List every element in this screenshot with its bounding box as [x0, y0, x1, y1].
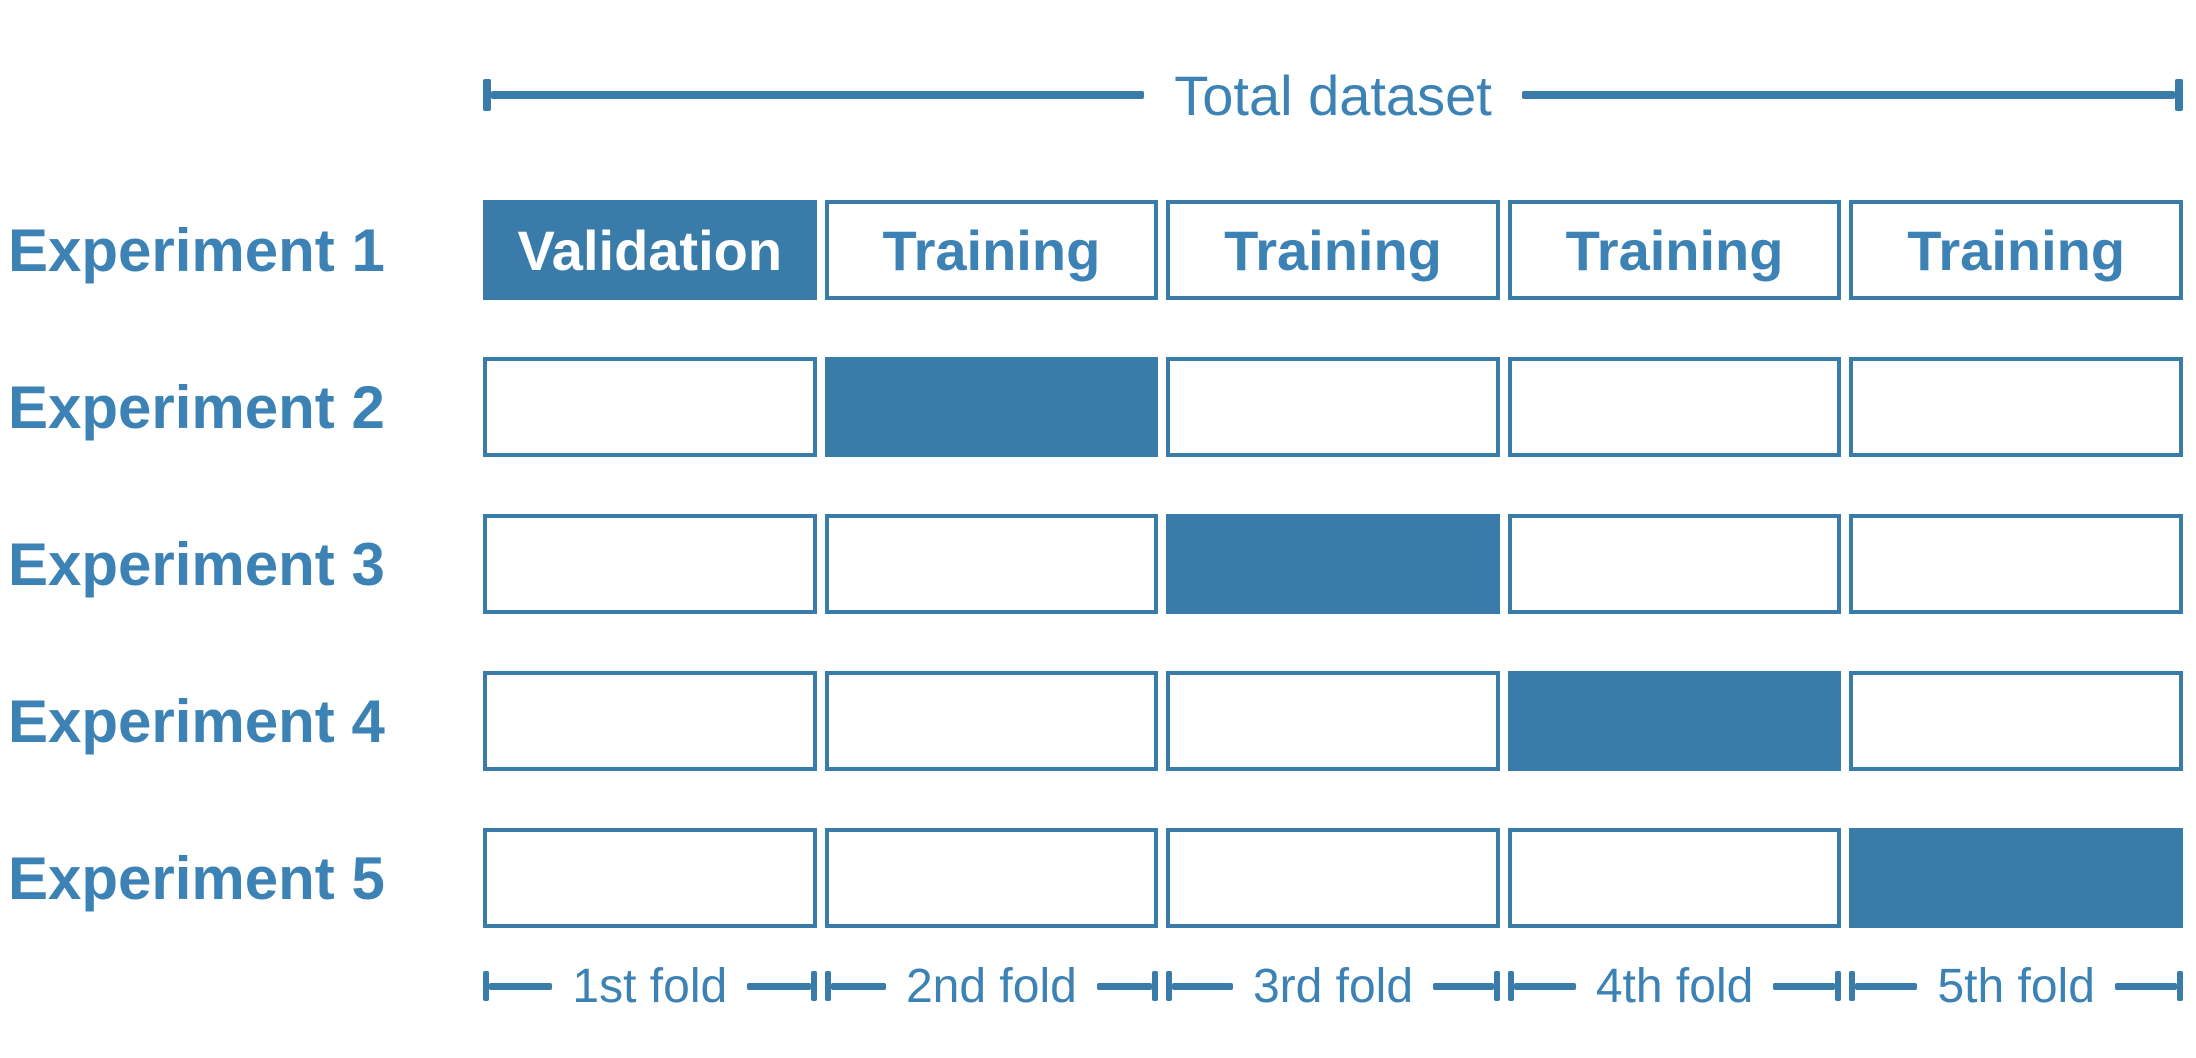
- fold-box: [483, 357, 817, 457]
- experiment-1-boxes: Validation Training Training Training Tr…: [483, 200, 2183, 300]
- total-dataset-label: Total dataset: [1174, 63, 1492, 127]
- fold-label-3: 3rd fold: [1252, 959, 1414, 1013]
- box-label: Training: [1565, 218, 1784, 282]
- fold-box: [1849, 828, 2183, 928]
- bracket-left-tick: [483, 79, 491, 111]
- fold-axis: 1st fold 2nd fold 3rd fold 4th fold: [483, 950, 2183, 1022]
- experiment-row-3: Experiment 3: [0, 514, 2196, 614]
- fold-left-tick: [824, 971, 831, 1001]
- fold-box: Training: [1166, 200, 1500, 300]
- fold-box: [1849, 357, 2183, 457]
- fold-box: [1166, 514, 1500, 614]
- fold-box: Training: [824, 200, 1159, 300]
- fold-cell-2: 2nd fold: [824, 950, 1159, 1022]
- box-label: Training: [882, 218, 1101, 282]
- fold-left-line: [1513, 982, 1576, 990]
- fold-cell-5: 5th fold: [1849, 950, 2183, 1022]
- fold-right-tick: [1835, 971, 1842, 1001]
- fold-cell-4: 4th fold: [1507, 950, 1842, 1022]
- box-label: Training: [1224, 218, 1442, 282]
- experiment-row-1: Experiment 1 Validation Training Trainin…: [0, 200, 2196, 300]
- fold-box: [1507, 357, 1842, 457]
- fold-right-line: [747, 982, 811, 990]
- experiment-2-boxes: [483, 357, 2183, 457]
- experiment-3-boxes: [483, 514, 2183, 614]
- box-label: Validation: [517, 218, 783, 282]
- fold-left-tick: [483, 971, 489, 1001]
- fold-left-tick: [1166, 971, 1173, 1001]
- experiment-3-label: Experiment 3: [8, 530, 385, 598]
- experiment-4-boxes: [483, 671, 2183, 771]
- fold-cell-1: 1st fold: [483, 950, 817, 1022]
- fold-label-4: 4th fold: [1595, 959, 1754, 1013]
- experiment-1-label: Experiment 1: [8, 216, 385, 284]
- fold-left-tick: [1507, 971, 1514, 1001]
- fold-right-line: [1773, 982, 1836, 990]
- fold-box: Validation: [483, 200, 817, 300]
- fold-box: [1849, 671, 2183, 771]
- experiment-5-boxes: [483, 828, 2183, 928]
- fold-box: Training: [1507, 200, 1842, 300]
- fold-box: [1849, 514, 2183, 614]
- bracket-right-line: [1521, 91, 2176, 99]
- fold-right-tick: [2176, 971, 2183, 1001]
- fold-label-1: 1st fold: [572, 959, 728, 1013]
- experiment-4-label: Experiment 4: [8, 687, 385, 755]
- fold-box: [1166, 828, 1500, 928]
- fold-box: [483, 514, 817, 614]
- experiment-2-label: Experiment 2: [8, 373, 385, 441]
- total-dataset-bracket: Total dataset: [483, 64, 2184, 127]
- fold-right-line: [2114, 982, 2177, 990]
- fold-left-line: [1855, 982, 1918, 990]
- experiment-row-4: Experiment 4: [0, 671, 2196, 771]
- bracket-left-line: [491, 91, 1145, 99]
- fold-left-line: [1172, 982, 1233, 990]
- box-label: Training: [1907, 218, 2126, 282]
- fold-box: [824, 671, 1159, 771]
- fold-box: [1166, 357, 1500, 457]
- bracket-right-tick: [2175, 79, 2184, 111]
- fold-box: [1507, 828, 1842, 928]
- fold-left-line: [830, 982, 886, 990]
- fold-right-line: [1433, 982, 1494, 990]
- fold-label-5: 5th fold: [1937, 959, 2095, 1013]
- fold-box: [824, 514, 1159, 614]
- fold-right-tick: [810, 971, 817, 1001]
- experiment-row-5: Experiment 5: [0, 828, 2196, 928]
- fold-label-2: 2nd fold: [905, 959, 1077, 1013]
- fold-box: [824, 828, 1159, 928]
- fold-cell-3: 3rd fold: [1166, 950, 1500, 1022]
- fold-left-tick: [1849, 971, 1856, 1001]
- fold-left-line: [489, 982, 553, 990]
- fold-box: [824, 357, 1159, 457]
- experiment-row-2: Experiment 2: [0, 357, 2196, 457]
- fold-right-tick: [1493, 971, 1500, 1001]
- fold-box: [483, 671, 817, 771]
- fold-box: [1507, 514, 1842, 614]
- experiment-5-label: Experiment 5: [8, 844, 385, 912]
- fold-box: [1166, 671, 1500, 771]
- fold-right-line: [1096, 982, 1153, 990]
- fold-box: [1507, 671, 1842, 771]
- fold-right-tick: [1152, 971, 1159, 1001]
- fold-box: Training: [1849, 200, 2183, 300]
- fold-box: [483, 828, 817, 928]
